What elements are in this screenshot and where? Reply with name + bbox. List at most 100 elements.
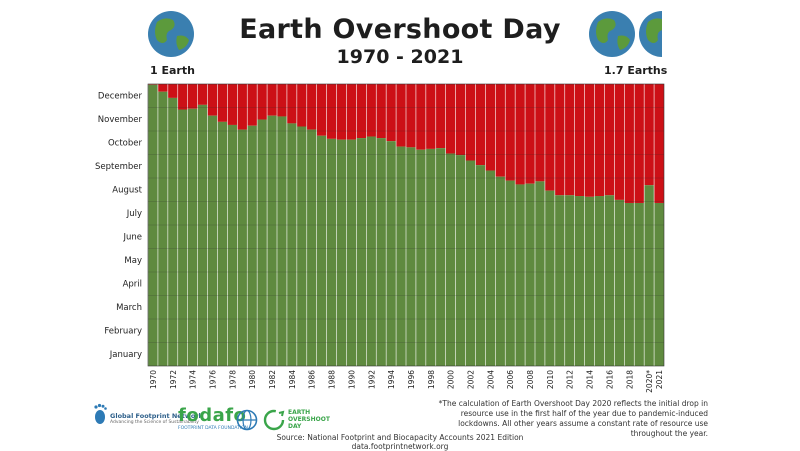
overshoot-bar-red — [525, 84, 535, 184]
year-label: 1984 — [288, 370, 297, 389]
year-label: 2020* — [645, 370, 654, 393]
overshoot-bar-red — [148, 84, 158, 85]
bar — [187, 108, 198, 366]
bar — [157, 91, 168, 367]
overshoot-bar-red — [396, 84, 406, 147]
bar — [554, 195, 565, 366]
bar — [296, 126, 307, 366]
bar — [217, 121, 228, 366]
source-url: data.footprintnetwork.org — [351, 442, 449, 451]
bar — [376, 138, 387, 366]
month-label: August — [112, 186, 142, 196]
year-label: 1974 — [189, 370, 198, 389]
overshoot-bar-red — [366, 84, 377, 137]
gfn-logo-name: Global Footprint Network — [110, 412, 203, 420]
eod-logo-icon — [263, 409, 285, 431]
month-label: December — [98, 92, 143, 102]
overshoot-bar-red — [237, 84, 248, 130]
bar — [306, 129, 317, 366]
bar — [148, 84, 158, 366]
bar — [197, 104, 208, 366]
overshoot-bar-red — [346, 84, 357, 140]
bar — [614, 199, 625, 366]
gfn-logo-tagline: Advancing the Science of Sustainability — [110, 420, 199, 425]
bar — [634, 202, 645, 366]
earth-globe-icon — [589, 11, 635, 57]
overshoot-bar-red — [654, 84, 664, 203]
bar — [207, 115, 218, 366]
bar — [415, 149, 426, 366]
overshoot-bar-red — [187, 84, 198, 109]
bar — [316, 135, 327, 366]
month-label: July — [126, 209, 142, 219]
bar — [425, 148, 436, 366]
overshoot-bar-red — [415, 84, 426, 150]
year-label: 1978 — [228, 370, 237, 389]
bar — [177, 109, 188, 367]
overshoot-bar-red — [505, 84, 516, 181]
bar — [237, 129, 248, 366]
bar — [356, 138, 367, 366]
bar — [435, 148, 446, 366]
month-label: November — [98, 115, 143, 125]
bar — [485, 170, 496, 366]
bar — [277, 116, 287, 367]
overshoot-bar-red — [157, 84, 168, 92]
overshoot-bar-red — [455, 84, 466, 156]
overshoot-bar-red — [535, 84, 545, 182]
year-label: 1990 — [347, 370, 356, 389]
overshoot-bar-red — [197, 84, 208, 105]
bar — [465, 160, 476, 366]
overshoot-bar-red — [445, 84, 456, 154]
year-label: 2002 — [467, 370, 476, 389]
year-label: 2012 — [566, 370, 575, 389]
bar — [267, 115, 277, 366]
earth-globe-partial-icon — [639, 11, 662, 57]
overshoot-bar-red — [465, 84, 476, 161]
chart-title: Earth Overshoot Day — [239, 14, 561, 45]
year-label: 2000 — [447, 370, 456, 389]
bar — [366, 136, 377, 366]
bar — [505, 180, 516, 366]
source-line: Source: National Footprint and Biocapaci… — [276, 433, 524, 442]
bar — [624, 202, 635, 366]
year-label: 1972 — [169, 370, 178, 389]
year-label: 1994 — [387, 370, 396, 389]
bar — [247, 125, 258, 366]
year-label: 2014 — [586, 370, 595, 389]
overshoot-bar-red — [515, 84, 526, 185]
overshoot-bar-red — [554, 84, 565, 196]
overshoot-bar-red — [544, 84, 555, 191]
year-label: 2010 — [546, 370, 555, 389]
month-label: April — [123, 280, 142, 290]
bar — [594, 196, 605, 366]
bar — [574, 196, 585, 366]
overshoot-bar-red — [257, 84, 268, 120]
chart-subtitle: 1970 - 2021 — [336, 46, 464, 68]
year-label: 1976 — [209, 370, 218, 389]
year-labels: 1970 1972 1974 1976 1978 1980 1982 1984 1986 1988… — [149, 370, 664, 393]
month-label: February — [104, 327, 142, 337]
overshoot-bar-red — [406, 84, 416, 148]
fodafo-logo-tagline: FOOTPRINT DATA FOUNDATION — [178, 426, 249, 431]
bar — [544, 190, 555, 366]
bar — [654, 202, 664, 366]
overshoot-bar-red — [386, 84, 397, 142]
overshoot-bar-red — [425, 84, 436, 149]
one-earth-label: 1 Earth — [150, 64, 195, 77]
bar — [445, 153, 456, 366]
bar — [515, 184, 526, 366]
bar — [286, 123, 297, 366]
overshoot-bar-red — [624, 84, 635, 203]
bar — [386, 141, 397, 366]
overshoot-bar-red — [336, 84, 347, 140]
overshoot-bar-red — [376, 84, 387, 139]
eod-logo-line3: DAY — [288, 423, 302, 430]
overshoot-bar-red — [177, 84, 188, 110]
overshoot-bar-red — [326, 84, 337, 139]
bar — [535, 181, 545, 366]
bar — [227, 124, 238, 367]
overshoot-bar-red — [267, 84, 277, 116]
overshoot-bar-red — [435, 84, 446, 149]
